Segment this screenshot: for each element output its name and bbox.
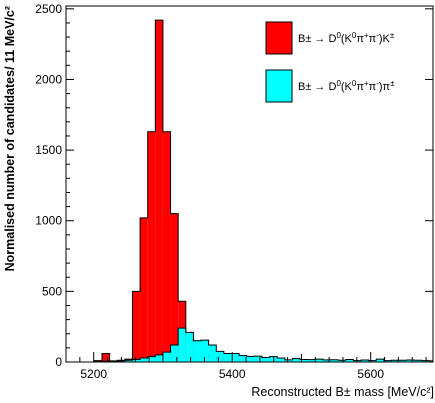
legend-label: B± → D0(K0π+π-)K± (298, 31, 395, 45)
pion-bin (429, 360, 433, 362)
y-tick-label: 2000 (35, 72, 62, 86)
kaon-bin (102, 353, 110, 362)
pion-bin (330, 359, 339, 362)
y-tick-label: 0 (55, 355, 62, 369)
pion-bin (292, 358, 301, 362)
pion-bin (315, 359, 323, 362)
pion-bin (307, 359, 316, 362)
pion-outline (71, 327, 433, 363)
kaon-bin (155, 20, 163, 362)
plot-frame (65, 5, 434, 363)
legend-swatch (265, 69, 293, 103)
pion-bin (338, 360, 346, 362)
pion-bin (391, 360, 400, 362)
histogram-series-pion (71, 327, 433, 363)
legend-label: B± → D0(K0π+π-)π± (298, 79, 395, 93)
pion-bin (201, 340, 209, 362)
pion-bin (170, 345, 179, 362)
kaon-bin (132, 291, 141, 362)
pion-bin (284, 359, 293, 362)
pion-bin (162, 352, 171, 362)
kaon-bin (162, 131, 171, 362)
pion-bin (254, 356, 262, 362)
y-axis: 0 500 1000 1500 2000 2500 (35, 2, 433, 369)
kaon-bin (170, 213, 179, 362)
y-tick-label: 2500 (35, 2, 62, 16)
pion-bin (345, 359, 354, 362)
pion-bin (223, 353, 232, 362)
pion-bin (360, 360, 369, 362)
y-tick-label: 500 (42, 284, 62, 298)
pion-bin (124, 360, 133, 362)
pion-bin (231, 353, 240, 362)
pion-bin (376, 359, 384, 362)
legend: B± → D0(K0π+π-)K± B± → D0(K0π+π-)π± (265, 21, 395, 103)
y-axis-title: Normalised number of candidates/ 11 MeV/… (3, 6, 17, 271)
x-tick-label: 5600 (357, 367, 384, 381)
pion-bin (178, 328, 186, 362)
pion-bin (185, 332, 194, 362)
kaon-outline (71, 19, 433, 363)
pion-bin (406, 360, 415, 362)
histogram-series-kaon (71, 19, 433, 363)
pion-bin (140, 358, 148, 362)
x-axis-title: Reconstructed B± mass [MeV/c²] (251, 385, 434, 399)
pion-bin (216, 351, 224, 362)
pion-bin (300, 359, 308, 362)
kaon-bin (147, 131, 156, 362)
x-axis: 5200 5400 5600 (79, 352, 427, 381)
pion-bin (277, 358, 285, 362)
pion-bin (368, 360, 377, 362)
y-tick-label: 1500 (35, 143, 62, 157)
pion-bin (322, 359, 331, 362)
pion-bin (399, 360, 407, 362)
pion-bin (132, 359, 141, 362)
pion-bin (383, 360, 392, 362)
pion-bin (239, 355, 247, 362)
x-tick-label: 5400 (219, 367, 246, 381)
pion-bin (147, 356, 156, 362)
pion-bin (155, 354, 163, 362)
pion-bin (208, 345, 217, 362)
pion-bin (193, 340, 202, 362)
pion-bin (414, 360, 422, 362)
legend-swatch (265, 21, 293, 55)
kaon-bin (140, 217, 148, 362)
y-tick-label: 1000 (35, 214, 62, 228)
x-tick-label: 5200 (80, 367, 107, 381)
pion-bin (261, 357, 270, 362)
pion-bin (246, 356, 255, 362)
